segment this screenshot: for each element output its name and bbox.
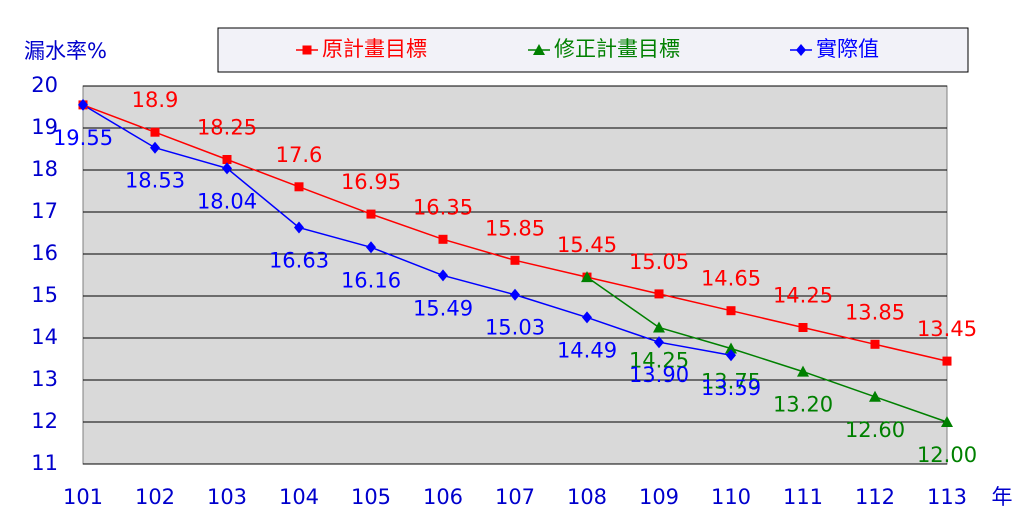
data-point — [366, 209, 376, 219]
data-point — [654, 289, 664, 299]
y-tick-label: 14 — [31, 325, 58, 349]
x-tick-label: 111 — [783, 485, 823, 509]
data-point — [942, 356, 952, 366]
data-point — [438, 269, 448, 282]
data-label: 12.60 — [845, 418, 905, 442]
data-point — [653, 321, 665, 333]
x-tick-label: 109 — [639, 485, 679, 509]
data-label: 16.63 — [269, 249, 329, 273]
y-tick-label: 12 — [31, 409, 58, 433]
data-label: 15.85 — [485, 216, 545, 240]
data-point — [581, 271, 593, 283]
data-point — [869, 390, 881, 402]
data-label: 13.85 — [845, 300, 905, 324]
data-label: 15.03 — [485, 316, 545, 340]
data-point — [726, 349, 736, 362]
x-tick-label: 105 — [351, 485, 391, 509]
data-label: 18.53 — [125, 169, 185, 193]
data-point — [150, 141, 160, 154]
y-tick-label: 19 — [31, 115, 58, 139]
data-label: 13.20 — [773, 393, 833, 417]
legend-marker — [796, 44, 806, 56]
data-point — [725, 342, 737, 354]
data-point — [798, 323, 808, 332]
data-label: 18.25 — [197, 116, 257, 140]
legend-label: 實際值 — [816, 37, 879, 61]
data-point — [438, 234, 448, 244]
x-tick-label: 113 — [927, 485, 967, 509]
data-label: 14.49 — [557, 338, 617, 362]
data-label: 18.04 — [197, 189, 257, 213]
x-tick-label: 108 — [567, 485, 607, 509]
series-line — [586, 276, 948, 423]
x-tick-label: 107 — [495, 485, 535, 509]
y-tick-label: 16 — [31, 241, 58, 265]
data-label: 15.05 — [629, 250, 689, 274]
data-label: 16.95 — [341, 170, 401, 194]
data-point — [510, 288, 520, 301]
data-label: 14.65 — [701, 267, 761, 291]
series-line — [82, 104, 732, 356]
data-label: 15.49 — [413, 296, 473, 320]
x-tick-label: 106 — [423, 485, 463, 509]
x-tick-label: 101 — [63, 485, 103, 509]
data-point — [941, 416, 953, 427]
y-tick-label: 11 — [31, 451, 58, 475]
data-label: 14.25 — [629, 349, 689, 373]
data-label: 19.55 — [53, 126, 113, 150]
data-point — [294, 221, 304, 234]
data-point — [582, 311, 592, 324]
data-label: 13.90 — [629, 363, 689, 387]
legend-box — [217, 27, 969, 73]
data-point — [510, 255, 520, 265]
data-point — [366, 241, 376, 254]
data-point — [294, 182, 304, 192]
data-label: 18.9 — [132, 88, 179, 112]
data-point — [222, 162, 232, 175]
x-tick-label: 103 — [207, 485, 247, 509]
data-point — [654, 336, 664, 349]
x-axis-label: 年 — [992, 485, 1013, 509]
legend-label: 修正計畫目標 — [554, 37, 680, 61]
legend-marker — [533, 44, 545, 55]
data-point — [797, 365, 809, 377]
y-tick-label: 18 — [31, 157, 58, 181]
y-axis-label: 漏水率% — [24, 39, 107, 63]
data-label: 17.6 — [276, 143, 323, 167]
x-tick-label: 104 — [279, 485, 319, 509]
y-tick-label: 13 — [31, 367, 58, 391]
data-point — [78, 98, 88, 111]
data-label: 14.25 — [773, 284, 833, 308]
data-label: 16.16 — [341, 268, 401, 292]
x-tick-label: 102 — [135, 485, 175, 509]
x-tick-label: 112 — [855, 485, 895, 509]
data-label: 15.45 — [557, 233, 617, 257]
y-tick-label: 17 — [31, 199, 58, 223]
data-point — [150, 127, 160, 137]
data-point — [870, 339, 880, 349]
data-label: 16.35 — [413, 195, 473, 219]
y-tick-label: 20 — [31, 73, 58, 97]
data-label: 13.45 — [917, 317, 977, 341]
data-label: 13.59 — [701, 376, 761, 400]
legend-label: 原計畫目標 — [322, 37, 427, 61]
x-tick-label: 110 — [711, 485, 751, 509]
data-label: 13.75 — [701, 370, 761, 394]
data-point — [222, 155, 232, 164]
data-point — [726, 306, 736, 316]
plot-area — [82, 85, 948, 465]
y-tick-label: 15 — [31, 283, 58, 307]
legend-marker — [302, 45, 312, 55]
data-label: 12.00 — [917, 443, 977, 467]
